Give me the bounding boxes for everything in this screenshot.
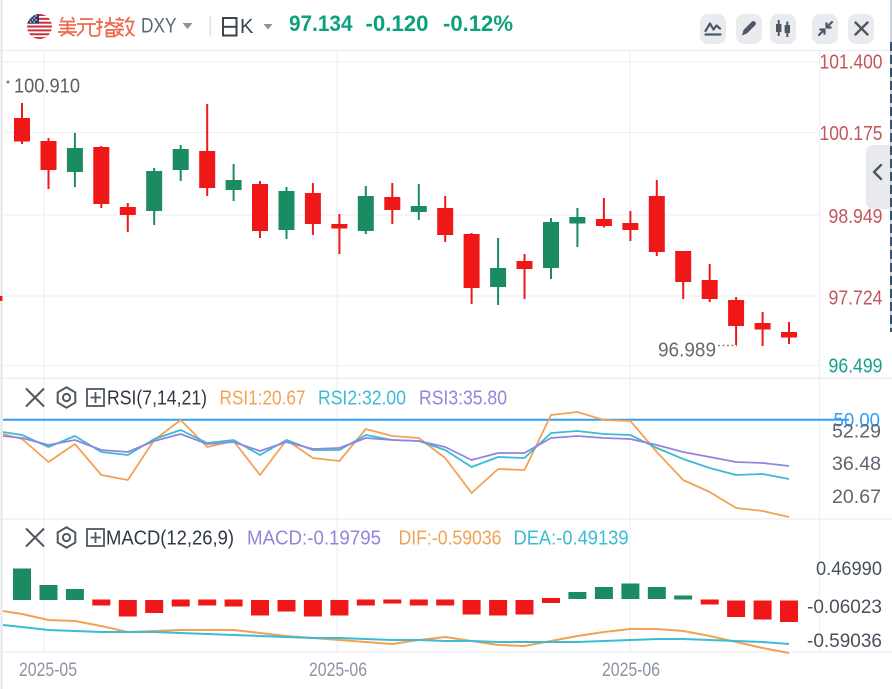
svg-text:-0.59036: -0.59036 [807,630,882,652]
svg-text:2025-06: 2025-06 [602,660,660,681]
svg-text:K: K [240,16,254,38]
svg-text:-0.120: -0.120 [366,11,429,36]
svg-text:DXY: DXY [141,15,177,38]
svg-text:RSI(7,14,21): RSI(7,14,21) [107,388,207,410]
svg-text:96.499: 96.499 [829,355,883,378]
svg-text:100.910: 100.910 [14,75,80,98]
svg-text:100.175: 100.175 [820,122,883,145]
svg-text:DIF:-0.59036: DIF:-0.59036 [399,528,502,550]
svg-text:MACD(12,26,9): MACD(12,26,9) [106,528,234,550]
svg-text:2025-06: 2025-06 [309,660,367,681]
svg-text:50.00: 50.00 [834,410,881,432]
svg-text:101.400: 101.400 [820,51,883,74]
svg-text:RSI3:35.80: RSI3:35.80 [419,388,507,410]
svg-text:97.724: 97.724 [829,287,883,310]
svg-text:2025-05: 2025-05 [19,660,77,681]
svg-text:RSI2:32.00: RSI2:32.00 [318,388,406,410]
svg-text:52.29: 52.29 [832,421,881,443]
svg-text:96.989: 96.989 [658,339,716,362]
svg-text:98.949: 98.949 [829,205,883,228]
svg-text:-0.12%: -0.12% [443,11,513,36]
svg-text:20.67: 20.67 [832,486,881,508]
svg-text:DEA:-0.49139: DEA:-0.49139 [514,528,629,550]
svg-text:RSI1:20.67: RSI1:20.67 [220,388,306,410]
svg-text:0.46990: 0.46990 [816,558,882,580]
svg-text:MACD:-0.19795: MACD:-0.19795 [247,528,381,550]
svg-text:97.134: 97.134 [289,11,353,36]
svg-text:-0.06023: -0.06023 [807,596,882,618]
svg-text:36.48: 36.48 [832,453,881,475]
